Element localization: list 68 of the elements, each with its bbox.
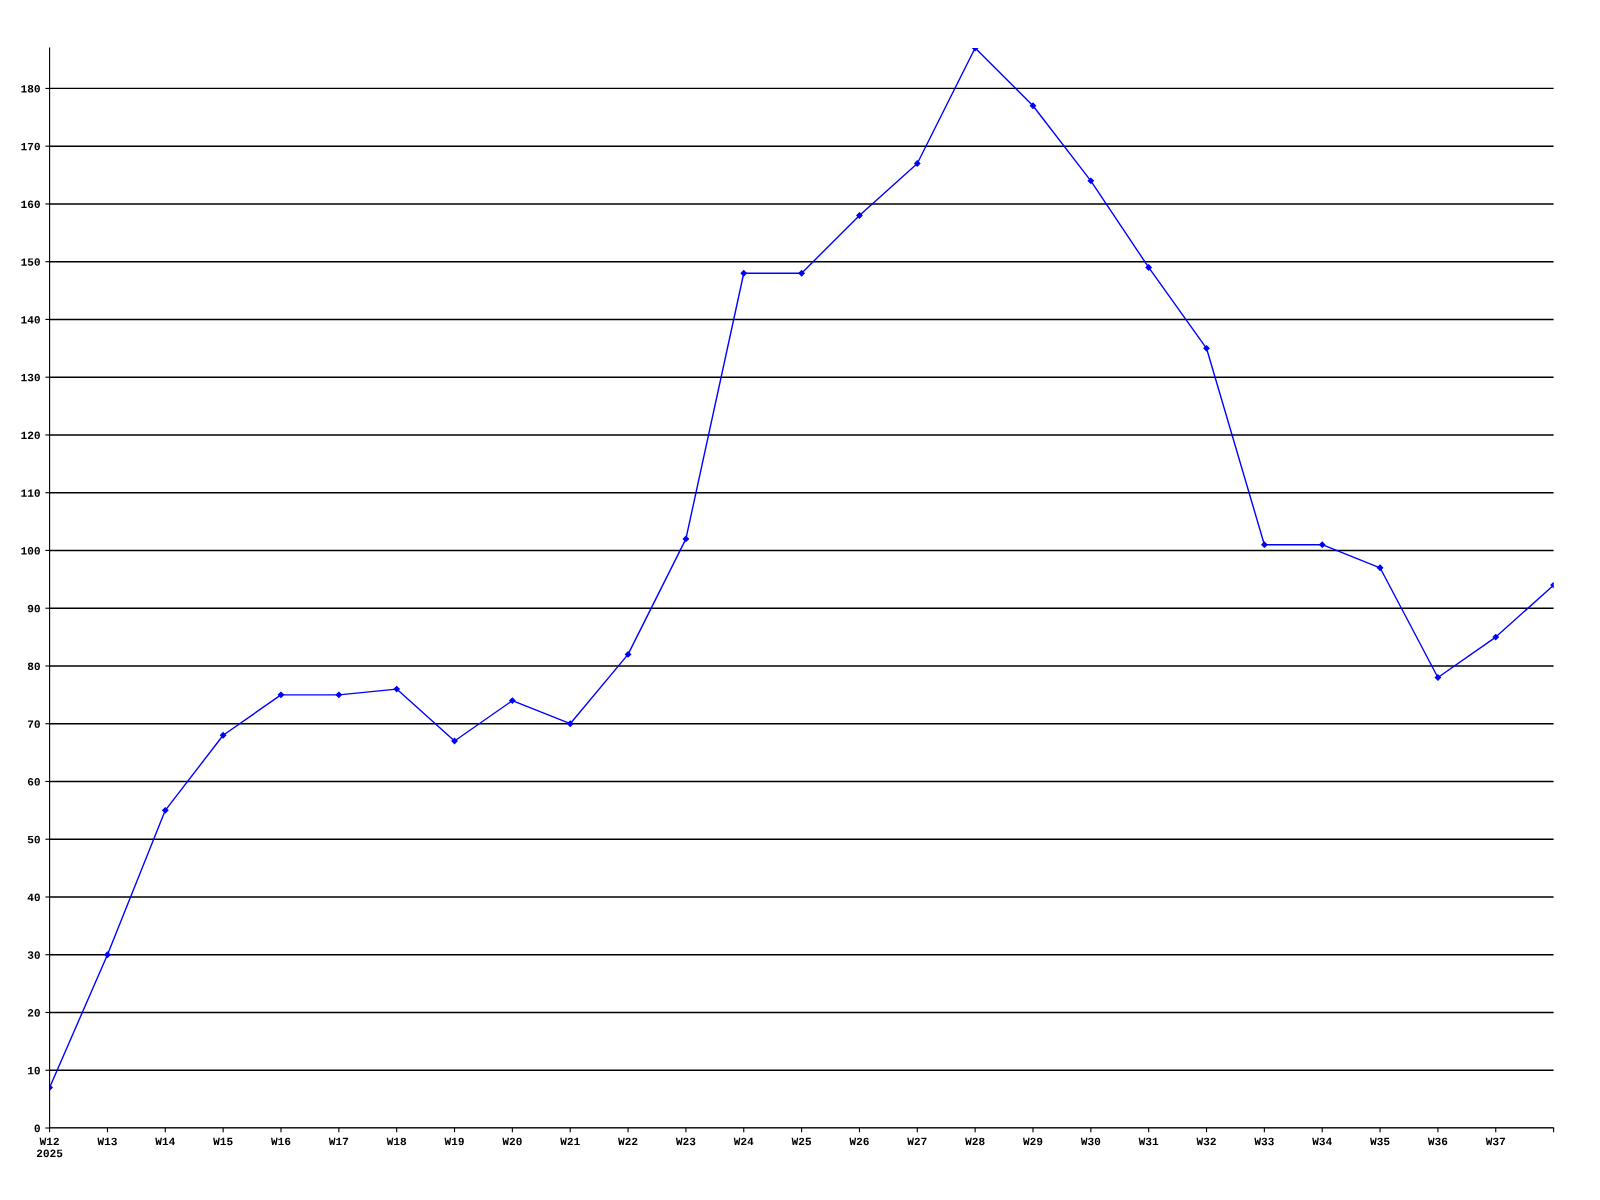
x-tick-label: W36 bbox=[1427, 1137, 1448, 1146]
point bbox=[624, 651, 632, 658]
x-tick-label: W18 bbox=[386, 1137, 407, 1146]
x-tick-label: W16 bbox=[270, 1137, 291, 1146]
x-tick-label: W24 bbox=[733, 1137, 754, 1146]
x-tick-label: W25 bbox=[791, 1137, 812, 1146]
y-tick-label: 20 bbox=[27, 1009, 40, 1017]
x-tick-label: W17 bbox=[328, 1137, 349, 1146]
x-tick-label: W15 bbox=[213, 1137, 233, 1146]
point bbox=[335, 691, 342, 698]
point bbox=[1029, 102, 1037, 109]
point bbox=[1261, 541, 1268, 548]
y-tick-label: 0 bbox=[34, 1124, 40, 1133]
point bbox=[162, 807, 169, 814]
point bbox=[393, 685, 400, 693]
x-tick-label: W23 bbox=[675, 1137, 696, 1146]
x-tick-label: W22 bbox=[618, 1137, 638, 1146]
x-tick-label: W21 bbox=[560, 1137, 580, 1146]
x-tick-label: W14 bbox=[155, 1137, 175, 1146]
point bbox=[682, 535, 690, 543]
x-tick-label: W30 bbox=[1080, 1137, 1101, 1146]
y-tick-label: 100 bbox=[21, 547, 40, 555]
point bbox=[798, 270, 805, 277]
y-tick-label: 160 bbox=[21, 200, 40, 209]
point bbox=[567, 720, 574, 727]
x-tick-label: W26 bbox=[849, 1137, 869, 1146]
point bbox=[1376, 564, 1384, 571]
x-tick-label: W12 2025 bbox=[36, 1137, 63, 1158]
y-tick-label: 150 bbox=[21, 258, 40, 266]
x-tick-label: W27 bbox=[907, 1137, 927, 1146]
y-tick-label: 30 bbox=[27, 951, 40, 959]
y-tick-label: 130 bbox=[21, 373, 40, 382]
x-tick-label: W20 bbox=[502, 1137, 522, 1146]
y-tick-label: 70 bbox=[27, 720, 40, 728]
x-tick-label: W32 bbox=[1196, 1137, 1216, 1146]
point bbox=[1492, 633, 1499, 641]
point bbox=[1319, 541, 1326, 548]
y-tick-label: 10 bbox=[27, 1066, 40, 1075]
y-tick-label: 90 bbox=[27, 604, 40, 613]
point bbox=[1145, 264, 1152, 271]
y-tick-label: 40 bbox=[27, 893, 40, 902]
point bbox=[1434, 674, 1442, 681]
y-tick-label: 120 bbox=[21, 431, 40, 440]
point bbox=[277, 691, 285, 698]
point bbox=[104, 951, 111, 958]
x-tick-label: W13 bbox=[97, 1137, 117, 1146]
x-tick-label: W28 bbox=[965, 1137, 985, 1146]
x-tick-label: W35 bbox=[1370, 1137, 1390, 1146]
y-tick-label: 80 bbox=[27, 662, 40, 671]
y-tick-label: 170 bbox=[21, 142, 40, 151]
point bbox=[1087, 177, 1094, 184]
point bbox=[1203, 345, 1210, 352]
y-tick-label: 50 bbox=[27, 835, 40, 844]
y-tick-label: 60 bbox=[27, 778, 40, 786]
y-tick-label: 180 bbox=[21, 85, 40, 93]
y-tick-label: 110 bbox=[21, 489, 40, 497]
x-tick-label: W31 bbox=[1138, 1137, 1159, 1146]
point bbox=[509, 697, 516, 704]
x-tick-label: W29 bbox=[1022, 1137, 1043, 1146]
x-tick-label: W19 bbox=[444, 1137, 464, 1146]
point bbox=[740, 270, 747, 277]
x-tick-label: W37 bbox=[1485, 1137, 1506, 1146]
point bbox=[914, 160, 921, 167]
x-tick-label: W34 bbox=[1312, 1137, 1332, 1146]
point bbox=[219, 732, 227, 739]
y-tick-label: 140 bbox=[21, 316, 40, 324]
point bbox=[856, 212, 863, 219]
x-tick-label: W33 bbox=[1254, 1137, 1274, 1146]
